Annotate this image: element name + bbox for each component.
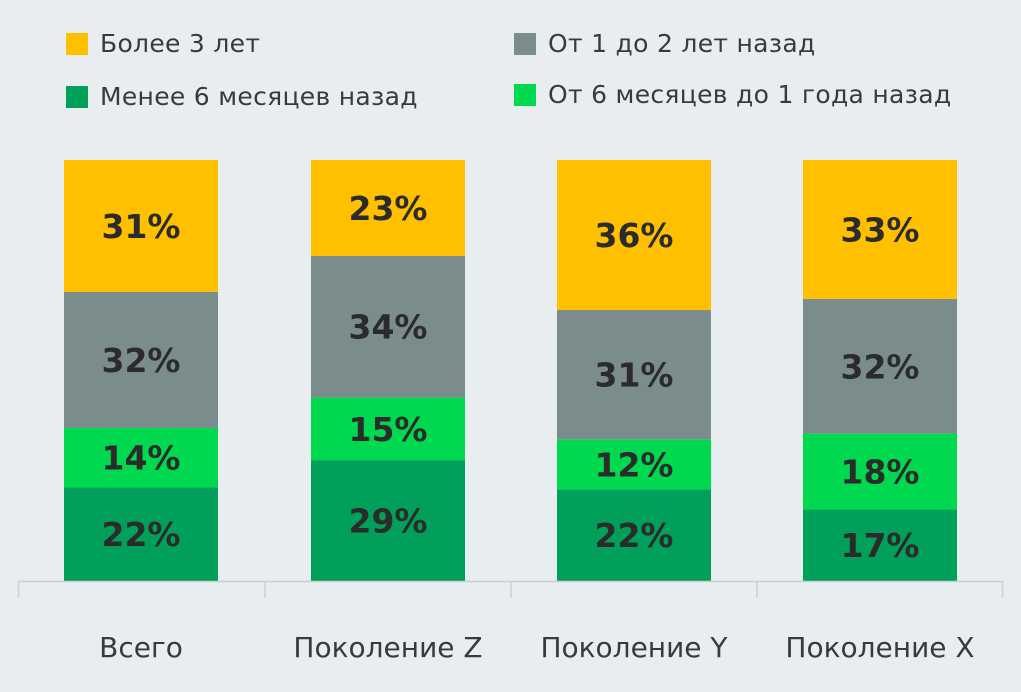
category-label: Всего: [99, 631, 183, 664]
bar-segment: [557, 439, 711, 490]
bar-segment: [311, 460, 465, 581]
legend-item-6-months-to-1-year: От 6 месяцев до 1 года назад: [514, 80, 951, 109]
data-label: 33%: [841, 210, 920, 249]
legend-label: Менее 6 месяцев назад: [100, 82, 418, 111]
legend-swatch: [66, 32, 88, 55]
legend-label: Более 3 лет: [100, 29, 261, 58]
data-label: 17%: [841, 526, 920, 565]
data-label: 18%: [841, 453, 920, 492]
data-label: 31%: [595, 356, 674, 395]
data-label: 12%: [595, 445, 674, 484]
data-label: 14%: [102, 439, 181, 478]
category-label: Поколение Y: [540, 631, 728, 664]
bar-segment: [557, 310, 711, 440]
legend-swatch: [514, 32, 536, 55]
bar-segment: [64, 487, 218, 581]
legend-label: От 6 месяцев до 1 года назад: [548, 80, 952, 109]
bar-segment: [557, 160, 711, 311]
data-label: 36%: [595, 216, 674, 255]
bar-segment: [64, 291, 218, 428]
legend-swatch: [66, 85, 88, 108]
bar-segment: [803, 298, 957, 434]
bar-segment: [803, 160, 957, 299]
category-label: Поколение X: [785, 631, 974, 664]
legend-item-over-3-years: Более 3 лет: [66, 29, 260, 58]
bar-segment: [64, 160, 218, 292]
data-label: 31%: [102, 207, 181, 246]
bar-segment: [803, 433, 957, 510]
bar-segment: [311, 397, 465, 461]
legend-item-1-to-2-years: От 1 до 2 лет назад: [514, 29, 816, 58]
category-label: Поколение Z: [293, 631, 482, 664]
bar-segment: [557, 489, 711, 581]
bar-segment: [64, 427, 218, 488]
data-label: 22%: [595, 516, 674, 555]
data-label: 32%: [102, 341, 181, 380]
legend-label: От 1 до 2 лет назад: [548, 29, 816, 58]
data-label: 23%: [349, 189, 428, 228]
data-label: 32%: [841, 347, 920, 386]
data-label: 22%: [102, 515, 181, 554]
legend-item-under-6-months: Менее 6 месяцев назад: [66, 82, 418, 111]
data-label: 29%: [349, 502, 428, 541]
bar-segment: [311, 255, 465, 398]
bar-segment: [311, 160, 465, 256]
data-label: 34%: [349, 308, 428, 347]
bar-segment: [803, 509, 957, 581]
data-label: 15%: [349, 410, 428, 449]
legend-swatch: [514, 83, 536, 106]
